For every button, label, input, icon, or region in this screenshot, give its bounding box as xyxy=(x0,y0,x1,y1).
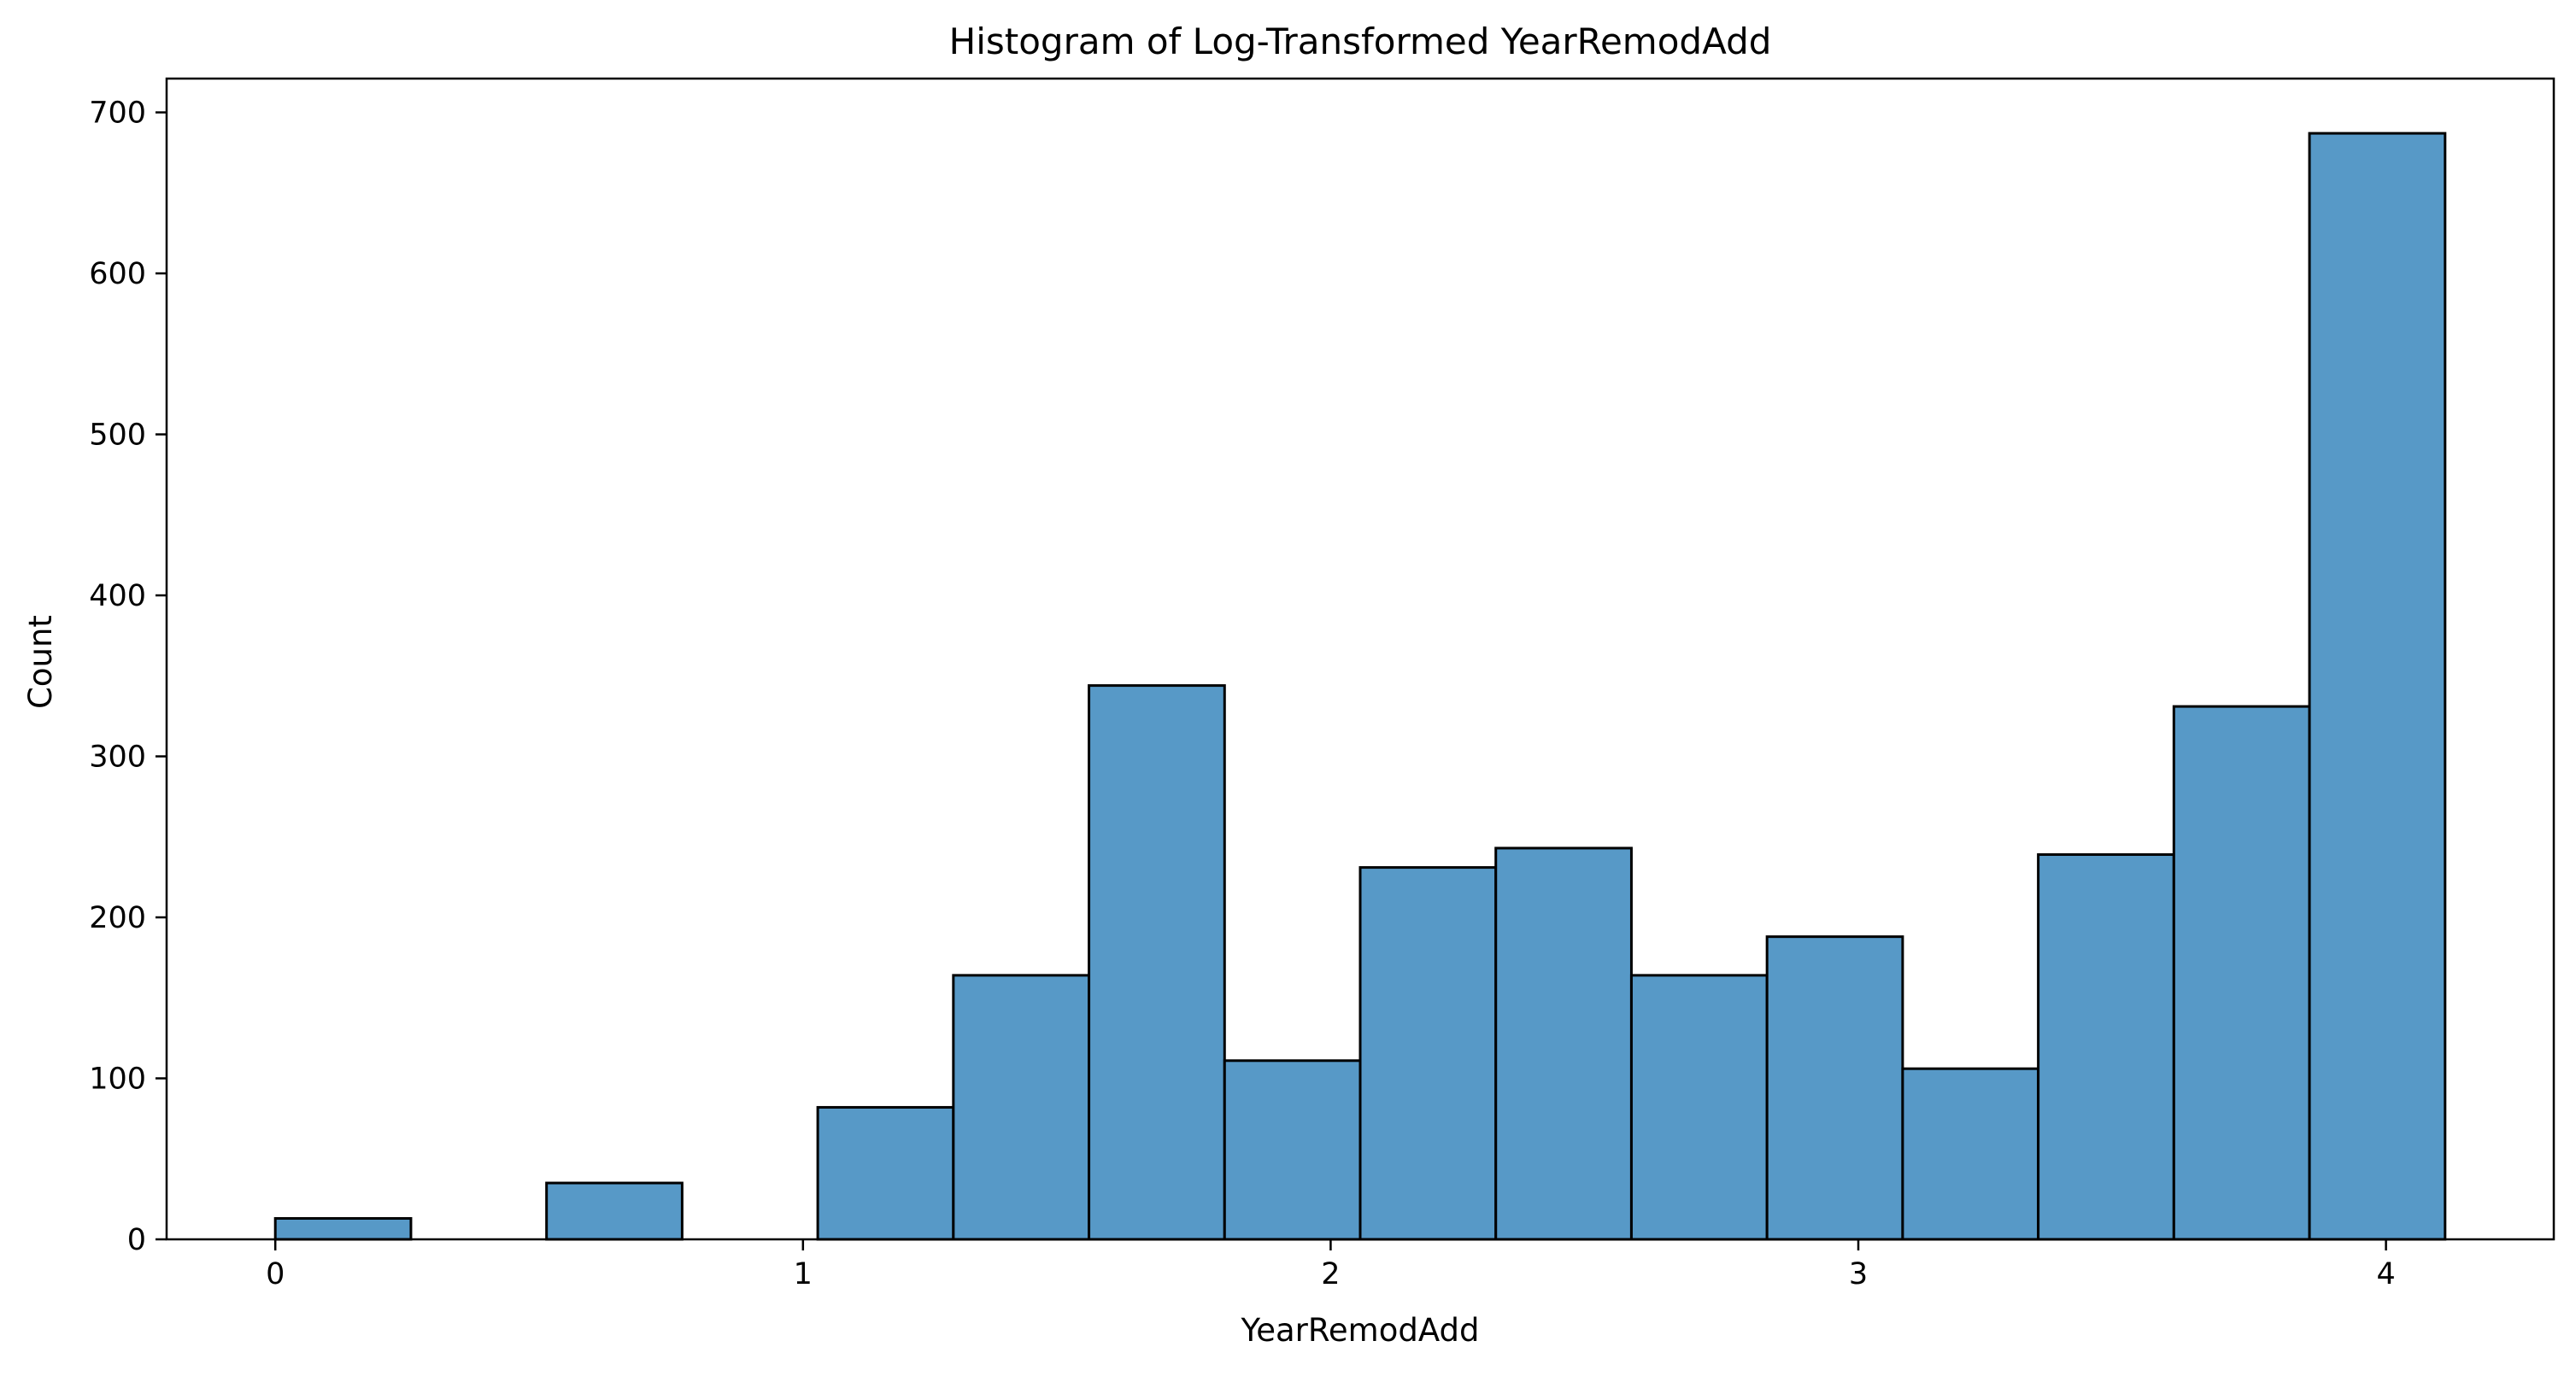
histogram-bar xyxy=(1088,684,1226,1241)
x-tick-label: 3 xyxy=(1849,1257,1868,1291)
histogram-bar xyxy=(2172,705,2311,1241)
x-tick-label: 2 xyxy=(1321,1257,1340,1291)
histogram-bar xyxy=(273,1216,413,1241)
histogram-bar xyxy=(2308,132,2447,1241)
histogram-bar xyxy=(1629,974,1769,1241)
y-axis-label: Count xyxy=(22,615,59,709)
x-tick-label: 4 xyxy=(2376,1257,2395,1291)
histogram-bar xyxy=(1223,1059,1362,1241)
y-tick-label: 600 xyxy=(89,257,146,291)
histogram-bar xyxy=(1358,866,1498,1241)
y-tick-label: 0 xyxy=(127,1223,146,1257)
histogram-bar xyxy=(1901,1067,2040,1241)
y-tick-label: 200 xyxy=(89,901,146,935)
x-tick-label: 1 xyxy=(794,1257,813,1291)
histogram-bar xyxy=(1765,935,1904,1241)
histogram-bar xyxy=(545,1181,684,1241)
histogram-bar xyxy=(816,1105,955,1241)
x-tick-label: 0 xyxy=(266,1257,285,1291)
histogram-bar xyxy=(1494,846,1633,1241)
y-tick-label: 700 xyxy=(89,97,146,131)
histogram-bar xyxy=(2037,853,2175,1241)
y-tick-label: 300 xyxy=(89,741,146,775)
y-tick-label: 100 xyxy=(89,1063,146,1097)
y-tick-label: 500 xyxy=(89,419,146,453)
histogram-bar xyxy=(952,974,1091,1241)
chart-title: Histogram of Log-Transformed YearRemodAd… xyxy=(949,20,1772,62)
x-axis-label: YearRemodAdd xyxy=(1241,1312,1480,1349)
plot-area-frame xyxy=(165,77,2555,1241)
y-tick-label: 400 xyxy=(89,579,146,613)
